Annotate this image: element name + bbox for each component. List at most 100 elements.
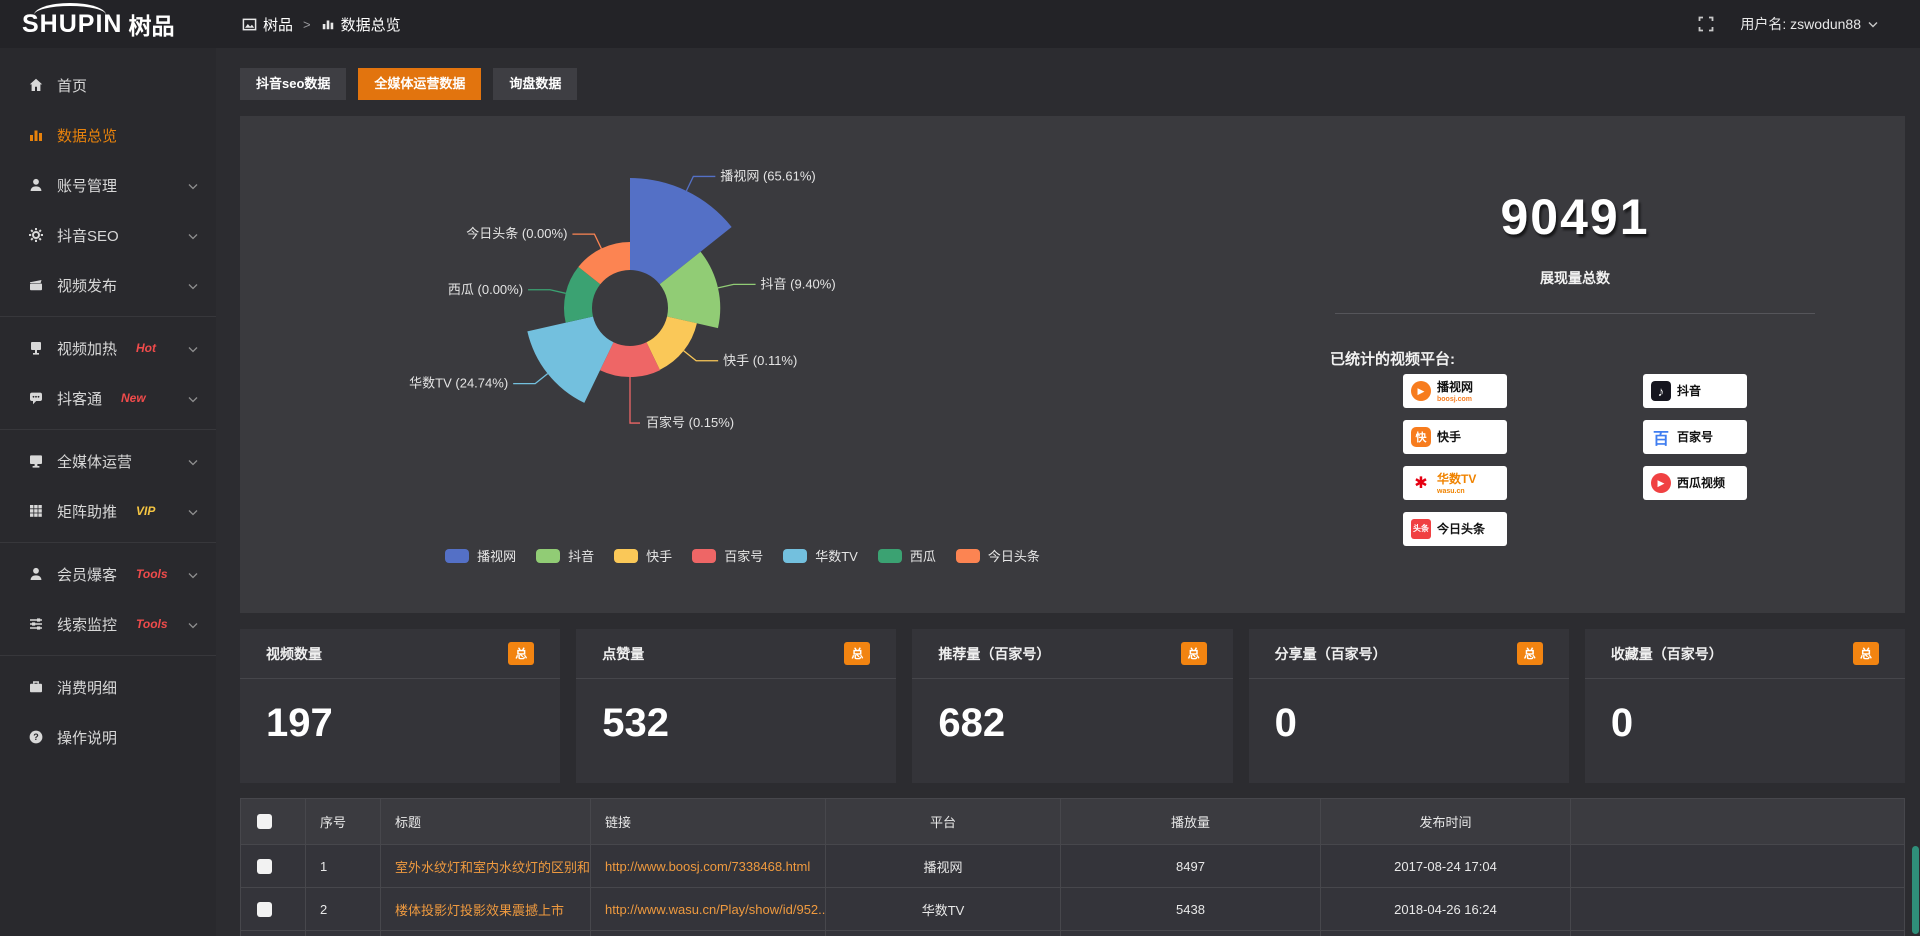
table-body: 1室外水纹灯和室内水纹灯的区别和简介http://www.boosj.com/7… xyxy=(240,844,1905,936)
platform-name: 西瓜视频 xyxy=(1677,476,1726,490)
top-header: SHUPIN 树品 树品 > 数据总览 用户名: zswodun88 xyxy=(0,0,1920,48)
platform-name: 今日头条 xyxy=(1437,522,1486,536)
chevron-down-icon xyxy=(188,227,198,244)
pie-slice-华数TV[interactable] xyxy=(527,316,614,403)
total-impressions-label: 展现量总数 xyxy=(1540,270,1610,286)
sidebar-item-label: 首页 xyxy=(57,77,88,95)
sidebar-item-gear[interactable]: 抖音SEO xyxy=(0,210,216,260)
legend-label: 今日头条 xyxy=(987,549,1040,564)
stat-card-header: 收藏量（百家号） 总 xyxy=(1584,629,1906,679)
sidebar-item-publish[interactable]: 视频发布 xyxy=(0,260,216,310)
column-header-发布时间: 发布时间 xyxy=(1320,798,1571,845)
sidebar-item-badge: Hot xyxy=(136,341,157,355)
panel-divider xyxy=(1335,313,1815,314)
legend-item-西瓜[interactable]: 西瓜 xyxy=(877,546,936,565)
sidebar-item-sliders[interactable]: 线索监控 Tools xyxy=(0,599,216,649)
platform-badge-华数TV: ✱ 华数TV wasu.cn xyxy=(1403,466,1507,500)
chevron-down-icon xyxy=(188,616,198,633)
legend-swatch xyxy=(955,548,980,563)
pie-label-播视网: 播视网 (65.61%) xyxy=(720,168,815,183)
breadcrumb-root[interactable]: 树品 xyxy=(242,14,293,35)
tab-抖音seo数据[interactable]: 抖音seo数据 xyxy=(240,68,347,100)
legend-item-百家号[interactable]: 百家号 xyxy=(692,546,763,565)
app-logo: SHUPIN 树品 xyxy=(0,0,216,48)
overview-chart-card: 播视网 (65.61%) 抖音 (9.40%) 快手 (0.11%) 百家号 (0.1… xyxy=(240,116,1905,613)
stat-label: 推荐量（百家号） xyxy=(938,645,1051,662)
sidebar-item-monitor[interactable]: 全媒体运营 xyxy=(0,436,216,486)
fullscreen-icon[interactable] xyxy=(1698,16,1714,32)
pie-slice-快手[interactable] xyxy=(646,316,697,370)
label-line-西瓜 xyxy=(528,289,566,294)
video-title-link[interactable]: 楼体投影灯投影效果震撼上市 xyxy=(380,887,591,931)
legend-label: 华数TV xyxy=(815,549,858,564)
pie-slice-西瓜[interactable] xyxy=(564,266,601,323)
platform-badge-快手: 快快手 xyxy=(1403,420,1507,454)
row-checkbox[interactable] xyxy=(257,901,272,917)
total-impressions-value: 90491 xyxy=(1500,189,1650,245)
sliders-icon xyxy=(28,616,44,632)
pie-label-西瓜: 西瓜 (0.00%) xyxy=(448,282,523,297)
sidebar-item-user[interactable]: 账号管理 xyxy=(0,160,216,210)
pie-slice-今日头条[interactable] xyxy=(578,242,630,285)
legend-item-抖音[interactable]: 抖音 xyxy=(536,546,594,565)
pie-slice-抖音[interactable] xyxy=(659,251,721,329)
platform-badge-text: 快手 xyxy=(1437,428,1461,446)
sidebar-item-heat[interactable]: 视频加热 Hot xyxy=(0,323,216,373)
legend-label: 西瓜 xyxy=(909,549,936,564)
video-url-link[interactable]: http://www.wasu.cn/Play/show/id/952... xyxy=(590,887,826,931)
boosj-logo-icon: ▶ xyxy=(1411,381,1431,401)
stat-value: 0 xyxy=(1274,701,1297,745)
legend-item-今日头条[interactable]: 今日头条 xyxy=(955,546,1040,565)
chevron-down-icon xyxy=(188,566,198,583)
platform-badge-抖音: ♪ 抖音 xyxy=(1643,374,1747,408)
pie-label-抖音: 抖音 (9.40%) xyxy=(761,276,836,291)
sidebar-item-badge: VIP xyxy=(136,504,156,518)
column-header-序号: 序号 xyxy=(305,798,381,845)
data-tabs: 抖音seo数据 全媒体运营数据 询盘数据 xyxy=(240,68,1905,100)
chart-icon xyxy=(28,127,44,143)
question-icon: ? xyxy=(28,729,44,745)
douyin-logo-icon: ♪ xyxy=(1651,381,1671,401)
page-scrollbar[interactable] xyxy=(1912,846,1919,934)
pie-label-今日头条: 今日头条 (0.00%) xyxy=(466,226,567,241)
breadcrumb-current[interactable]: 数据总览 xyxy=(321,14,401,35)
platform-badge-今日头条: 头条 今日头条 xyxy=(1403,512,1507,546)
total-badge: 总 xyxy=(1853,642,1880,665)
svg-text:?: ? xyxy=(33,732,39,742)
chat-icon xyxy=(28,390,44,406)
header-select-all xyxy=(240,798,306,845)
summary-panel: 90491 展现量总数 已统计的视频平台: ▶ 播视网 boosj.com 快快手 ✱ 华… xyxy=(1245,116,1905,613)
sidebar-item-chat[interactable]: 抖客通 New xyxy=(0,373,216,423)
label-line-华数TV xyxy=(513,373,549,385)
row-checkbox[interactable] xyxy=(257,858,272,874)
photo-icon xyxy=(242,18,257,30)
pie-slice-百家号[interactable] xyxy=(600,342,660,378)
pie-slice-播视网[interactable] xyxy=(630,178,732,285)
stat-card-header: 视频数量 总 xyxy=(240,629,561,679)
video-url-link[interactable]: http://www.boosj.com/7338468.html xyxy=(590,844,826,888)
tab-全媒体运营数据[interactable]: 全媒体运营数据 xyxy=(358,68,482,100)
column-header-empty xyxy=(1570,798,1905,845)
platform-badge-text: 抖音 xyxy=(1677,382,1701,400)
platform-share-chart: 播视网 (65.61%) 抖音 (9.40%) 快手 (0.11%) 百家号 (0.1… xyxy=(240,116,1245,613)
tab-询盘数据[interactable]: 询盘数据 xyxy=(493,68,578,100)
select-all-checkbox[interactable] xyxy=(257,814,272,829)
sidebar-item-chart[interactable]: 数据总览 xyxy=(0,110,216,160)
legend-item-华数TV[interactable]: 华数TV xyxy=(783,546,858,565)
sidebar-item-home[interactable]: 首页 xyxy=(0,60,216,110)
platforms-title: 已统计的视频平台: xyxy=(1330,351,1455,368)
legend-item-播视网[interactable]: 播视网 xyxy=(445,546,516,565)
legend-item-快手[interactable]: 快手 xyxy=(614,546,672,565)
video-title-link[interactable]: 室外水纹灯和室内水纹灯的区别和简介 xyxy=(380,844,591,888)
sidebar-item-grid[interactable]: 矩阵助推 VIP xyxy=(0,486,216,536)
sidebar-item-user2[interactable]: 会员爆客 Tools xyxy=(0,549,216,599)
user-icon xyxy=(28,177,44,193)
row-select-cell xyxy=(240,844,306,888)
user-menu[interactable]: 用户名: zswodun88 xyxy=(1740,14,1878,34)
sidebar-item-question[interactable]: ? 操作说明 xyxy=(0,712,216,762)
row-number: 2 xyxy=(305,887,381,931)
sidebar-item-label: 操作说明 xyxy=(57,729,118,747)
sidebar-item-label: 矩阵助推 xyxy=(57,503,118,521)
logo-suffix: 树品 xyxy=(128,13,175,39)
sidebar-item-wallet[interactable]: 消费明细 xyxy=(0,662,216,712)
